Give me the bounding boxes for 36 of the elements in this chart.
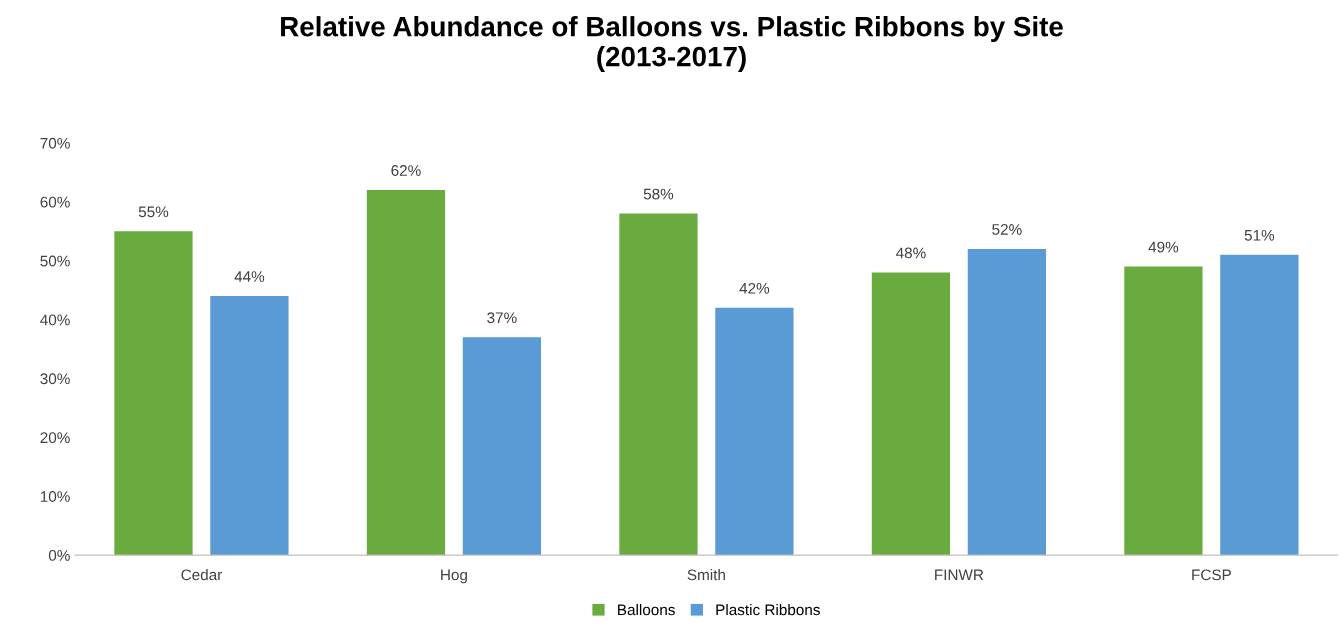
bar: [1220, 254, 1299, 556]
bar: [871, 272, 951, 556]
bar: [210, 296, 289, 556]
bar: [715, 307, 794, 556]
data-label: 49%: [1148, 241, 1179, 253]
bar: [967, 248, 1047, 556]
data-label: 58%: [643, 188, 674, 200]
y-tick-label: 50%: [40, 255, 70, 267]
data-label: 44%: [234, 271, 265, 282]
data-label: 55%: [138, 206, 169, 218]
legend-label: Balloons: [618, 603, 675, 616]
y-tick-label: 20%: [40, 432, 70, 444]
chart-title: Relative Abundance of Balloons vs. Plastic Ribbons by Site (2013-2017): [281, 16, 1063, 72]
y-tick-label: 60%: [40, 196, 70, 208]
data-label: 48%: [895, 247, 926, 259]
data-label: 37%: [487, 312, 517, 324]
y-tick-label: 40%: [40, 314, 70, 326]
x-tick-label: FCSP: [1192, 569, 1231, 581]
x-tick-label: FINWR: [935, 569, 984, 581]
bar: [462, 337, 542, 556]
data-label: 52%: [992, 224, 1022, 235]
data-label: 42%: [739, 282, 770, 294]
bar: [114, 231, 193, 556]
x-tick-label: Hog: [441, 569, 467, 584]
y-tick-label: 10%: [40, 491, 70, 502]
y-tick-label: 70%: [40, 137, 70, 149]
x-tick-label: Smith: [687, 569, 725, 581]
bar: [366, 190, 446, 556]
x-tick-label: Cedar: [181, 569, 222, 581]
data-label: 62%: [391, 165, 421, 176]
bar: [1124, 266, 1203, 556]
bar: [619, 213, 698, 556]
legend-label: Plastic Ribbons: [716, 603, 820, 616]
y-tick-label: 0%: [48, 550, 70, 561]
y-tick-label: 30%: [40, 373, 70, 385]
data-label: 51%: [1244, 229, 1275, 241]
